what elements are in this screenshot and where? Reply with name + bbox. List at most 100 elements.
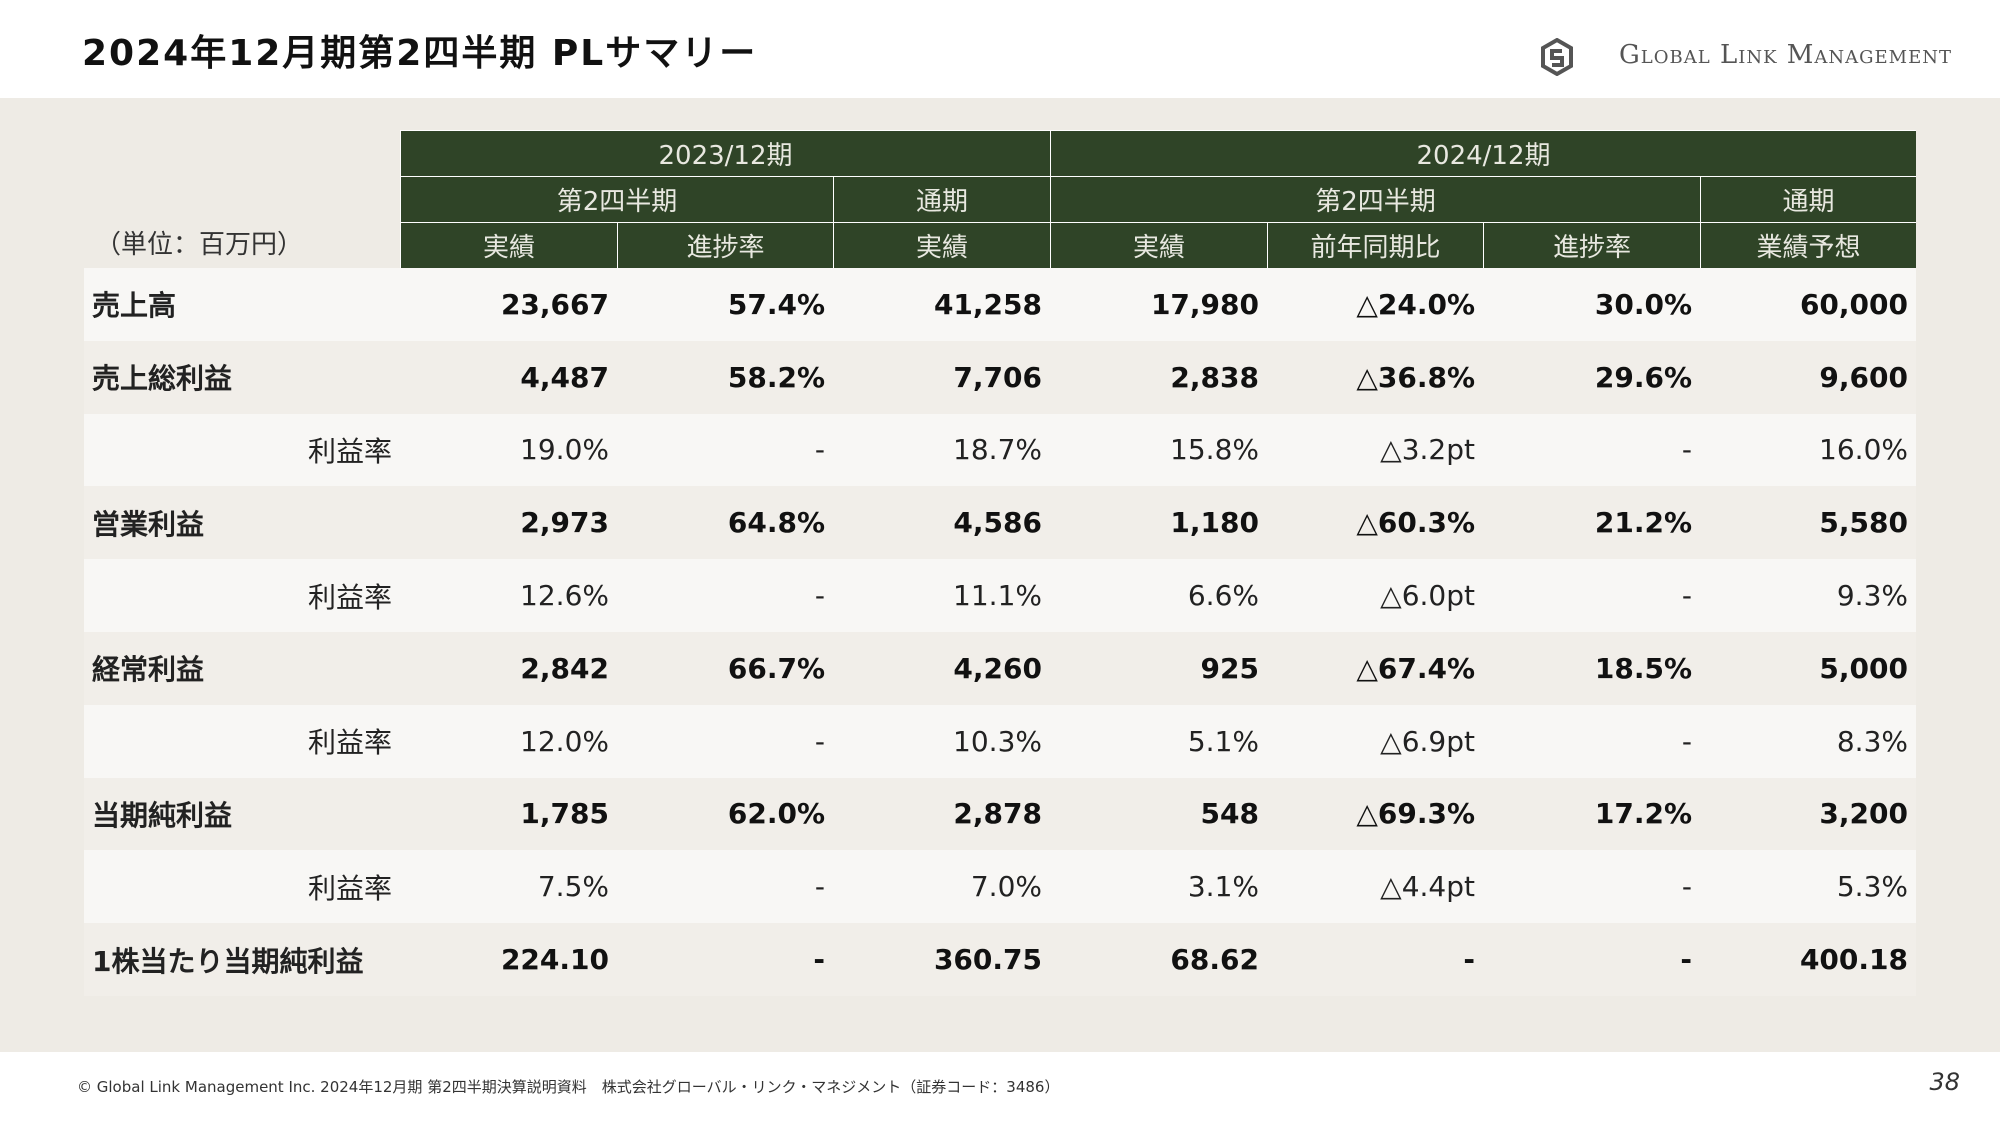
cell: △4.4pt bbox=[1380, 870, 1475, 904]
cell: 9,600 bbox=[1819, 360, 1908, 394]
cell: - bbox=[814, 724, 825, 758]
cell: 58.2% bbox=[727, 360, 825, 394]
cell: 64.8% bbox=[727, 506, 825, 540]
cell: 60,000 bbox=[1799, 287, 1908, 321]
logo-text: Global Link Management bbox=[1619, 40, 1952, 70]
cell: 5,000 bbox=[1819, 651, 1908, 685]
cell: △6.9pt bbox=[1380, 724, 1475, 758]
row-label: 経常利益 bbox=[92, 653, 205, 687]
cell: 15.8% bbox=[1170, 433, 1259, 467]
title: 2024年12月期第2四半期 PLサマリー bbox=[82, 33, 758, 74]
cell: 18.7% bbox=[953, 433, 1042, 467]
cell: 5,580 bbox=[1819, 506, 1908, 540]
cell: 360.75 bbox=[933, 943, 1042, 977]
cell: 30.0% bbox=[1594, 287, 1692, 321]
cell: - bbox=[1681, 579, 1692, 613]
cell: 4,586 bbox=[953, 506, 1042, 540]
cell: △6.0pt bbox=[1380, 579, 1475, 613]
cell: - bbox=[1463, 943, 1475, 977]
cell: 62.0% bbox=[727, 797, 825, 831]
cell: 57.4% bbox=[727, 287, 825, 321]
column-header: 実績 bbox=[400, 222, 617, 268]
cell: - bbox=[814, 579, 825, 613]
cell: 925 bbox=[1200, 651, 1259, 685]
column-header: 進捗率 bbox=[617, 222, 833, 268]
cell: 400.18 bbox=[1799, 943, 1908, 977]
period-header: 2023/12期 bbox=[400, 130, 1050, 176]
cell: 9.3% bbox=[1836, 579, 1908, 613]
cell: 23,667 bbox=[500, 287, 609, 321]
row-background bbox=[84, 923, 1916, 996]
row-background bbox=[84, 777, 1916, 851]
cell: 68.62 bbox=[1170, 943, 1259, 977]
cell: 4,487 bbox=[520, 360, 609, 394]
sub-header: 第2四半期 bbox=[1050, 176, 1700, 222]
cell: - bbox=[1681, 724, 1692, 758]
cell: 1,180 bbox=[1170, 506, 1259, 540]
row-label: 利益率 bbox=[307, 434, 392, 468]
column-header: 実績 bbox=[833, 222, 1050, 268]
cell: △60.3% bbox=[1356, 506, 1475, 540]
page-number: 38 bbox=[1929, 1068, 1960, 1096]
cell: 1,785 bbox=[520, 797, 609, 831]
cell: 2,838 bbox=[1170, 360, 1259, 394]
cell: 10.3% bbox=[953, 724, 1042, 758]
cell: 17.2% bbox=[1594, 797, 1692, 831]
cell: 2,878 bbox=[953, 797, 1042, 831]
row-label: 売上総利益 bbox=[92, 362, 233, 396]
logo-icon bbox=[1541, 38, 1573, 76]
cell: 2,973 bbox=[520, 506, 609, 540]
row-background bbox=[84, 413, 1916, 487]
row-label: 利益率 bbox=[307, 726, 392, 760]
cell: △3.2pt bbox=[1380, 433, 1475, 467]
unit-label: （単位：百万円） bbox=[95, 230, 304, 260]
cell: 224.10 bbox=[500, 943, 609, 977]
column-header: 業績予想 bbox=[1700, 222, 1916, 268]
cell: 5.1% bbox=[1187, 724, 1259, 758]
cell: 12.0% bbox=[520, 724, 609, 758]
cell: 18.5% bbox=[1594, 651, 1692, 685]
row-label: 売上高 bbox=[92, 289, 177, 323]
cell: - bbox=[1680, 943, 1692, 977]
cell: △24.0% bbox=[1356, 287, 1475, 321]
row-background bbox=[84, 850, 1916, 924]
cell: - bbox=[1681, 433, 1692, 467]
row-background bbox=[84, 268, 1916, 341]
cell: △67.4% bbox=[1356, 651, 1475, 685]
column-header: 進捗率 bbox=[1483, 222, 1700, 268]
column-header: 前年同期比 bbox=[1267, 222, 1483, 268]
row-label: 利益率 bbox=[307, 871, 392, 905]
cell: 3,200 bbox=[1819, 797, 1908, 831]
row-background bbox=[84, 632, 1916, 705]
cell: 66.7% bbox=[727, 651, 825, 685]
footer-bar bbox=[0, 1052, 2000, 1125]
cell: 41,258 bbox=[933, 287, 1042, 321]
cell: 6.6% bbox=[1187, 579, 1259, 613]
cell: 19.0% bbox=[520, 433, 609, 467]
cell: - bbox=[813, 943, 825, 977]
cell: 3.1% bbox=[1187, 870, 1259, 904]
row-background bbox=[84, 704, 1916, 778]
row-background bbox=[84, 486, 1916, 560]
cell: 7.0% bbox=[970, 870, 1042, 904]
row-background bbox=[84, 340, 1916, 414]
cell: - bbox=[814, 433, 825, 467]
cell: 2,842 bbox=[520, 651, 609, 685]
row-label: 1株当たり当期純利益 bbox=[92, 944, 364, 978]
sub-header: 通期 bbox=[1700, 176, 1916, 222]
row-background bbox=[84, 559, 1916, 632]
cell: △69.3% bbox=[1356, 797, 1475, 831]
cell: 12.6% bbox=[520, 579, 609, 613]
cell: 16.0% bbox=[1819, 433, 1908, 467]
row-label: 営業利益 bbox=[92, 507, 205, 541]
cell: 4,260 bbox=[953, 651, 1042, 685]
row-label: 利益率 bbox=[307, 580, 392, 614]
cell: 7,706 bbox=[953, 360, 1042, 394]
cell: △36.8% bbox=[1356, 360, 1475, 394]
header-bar bbox=[0, 0, 2000, 98]
row-label: 当期純利益 bbox=[92, 798, 233, 832]
cell: 21.2% bbox=[1594, 506, 1692, 540]
cell: 11.1% bbox=[953, 579, 1042, 613]
cell: 548 bbox=[1200, 797, 1259, 831]
